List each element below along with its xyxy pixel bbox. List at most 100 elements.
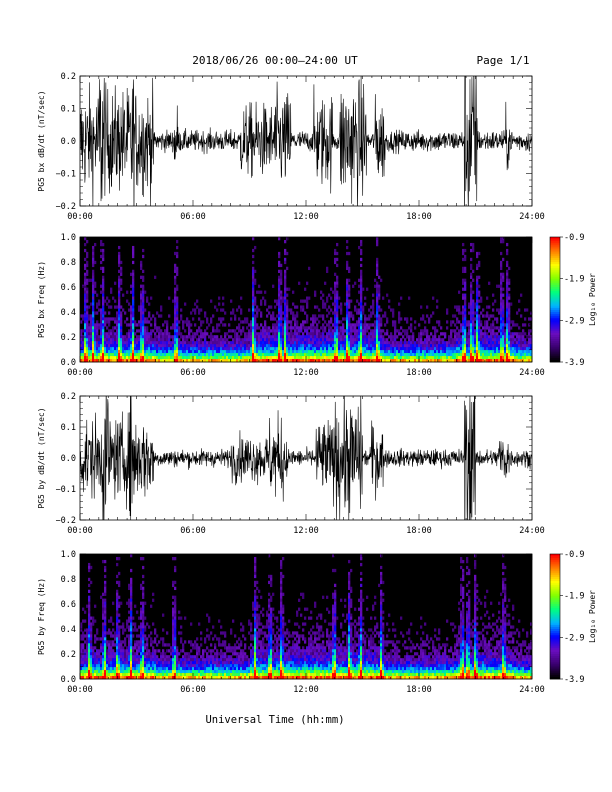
spectrogram-cell xyxy=(92,664,95,668)
spectrogram-cell xyxy=(514,344,517,348)
spectrogram-cell xyxy=(290,350,293,354)
spectrogram-cell xyxy=(390,335,393,339)
spectrogram-cell xyxy=(140,622,143,626)
spectrogram-cell xyxy=(128,640,131,644)
spectrogram-cell xyxy=(326,299,329,303)
spectrogram-cell xyxy=(112,676,115,680)
spectrogram-cell xyxy=(138,649,141,653)
spectrogram-cell xyxy=(346,278,349,282)
colorbar-segment xyxy=(550,351,560,355)
spectrogram-cell xyxy=(256,341,259,345)
spectrogram-cell xyxy=(302,326,305,330)
spectrogram-cell xyxy=(372,332,375,336)
spectrogram-cell xyxy=(518,308,521,312)
spectrogram-cell xyxy=(152,658,155,662)
spectrogram-cell xyxy=(346,260,349,265)
spectrogram-cell xyxy=(160,359,163,363)
spectrogram-cell xyxy=(450,332,453,336)
spectrogram-cell xyxy=(120,317,123,321)
spectrogram-cell xyxy=(176,317,179,321)
spectrogram-cell xyxy=(186,317,189,321)
spectrogram-cell xyxy=(162,637,165,641)
spectrogram-cell xyxy=(344,359,347,363)
spectrogram-cell xyxy=(240,353,243,357)
spectrogram-cell xyxy=(430,338,433,342)
spectrogram-cell xyxy=(298,356,301,360)
spectrogram-cell xyxy=(132,646,135,650)
spectrogram-cell xyxy=(120,664,123,668)
spectrogram-cell xyxy=(474,332,477,336)
spectrogram-cell xyxy=(278,278,281,282)
spectrogram-cell xyxy=(202,335,205,339)
spectrogram-cell xyxy=(108,347,111,351)
spectrogram-cell xyxy=(96,676,99,680)
spectrogram-cell xyxy=(256,353,259,357)
spectrogram-cell xyxy=(88,628,91,632)
spectrogram-cell xyxy=(498,326,501,330)
x-tick-label: 00:00 xyxy=(67,368,93,378)
spectrogram-cell xyxy=(84,317,87,321)
spectrogram-cell xyxy=(210,335,213,339)
spectrogram-cell xyxy=(88,344,91,348)
spectrogram-cell xyxy=(102,281,105,285)
spectrogram-cell xyxy=(236,341,239,345)
spectrogram-cell xyxy=(160,655,163,659)
spectrogram-cell xyxy=(296,329,299,333)
spectrogram-cell xyxy=(474,350,477,354)
spectrogram-cell xyxy=(132,649,135,653)
spectrogram-cell xyxy=(156,356,159,360)
spectrogram-cell xyxy=(462,329,465,333)
spectrogram-cell xyxy=(90,323,93,327)
spectrogram-cell xyxy=(252,335,255,339)
spectrogram-cell xyxy=(102,293,105,297)
spectrogram-cell xyxy=(338,353,341,357)
y-tick-label: 0.2 xyxy=(61,72,76,82)
spectrogram-cell xyxy=(488,344,491,348)
spectrogram-cell xyxy=(188,356,191,360)
spectrogram-cell xyxy=(282,359,285,363)
spectrogram-cell xyxy=(102,248,105,253)
spectrogram-cell xyxy=(302,323,305,327)
spectrogram-cell xyxy=(96,359,99,363)
colorbar-segment xyxy=(550,239,560,242)
spectrogram-cell xyxy=(304,353,307,357)
spectrogram-cell xyxy=(336,356,339,360)
spectrogram-cell xyxy=(280,317,283,321)
spectrogram-cell xyxy=(338,347,341,351)
spectrogram-cell xyxy=(108,664,111,668)
spectrogram-cell xyxy=(512,338,515,342)
spectrogram-cell xyxy=(354,353,357,357)
spectrogram-cell xyxy=(422,356,425,360)
spectrogram-cell xyxy=(80,344,83,348)
spectrogram-cell xyxy=(476,332,479,336)
spectrogram-cell xyxy=(118,335,121,339)
spectrogram-cell xyxy=(466,332,469,336)
spectrogram-cell xyxy=(90,335,93,339)
spectrogram-cell xyxy=(424,341,427,345)
spectrogram-cell xyxy=(116,347,119,351)
spectrogram-cell xyxy=(428,356,431,360)
spectrogram-cell xyxy=(240,320,243,324)
spectrogram-cell xyxy=(176,341,179,345)
spectrogram-cell xyxy=(368,314,371,318)
spectrogram-cell xyxy=(108,329,111,333)
spectrogram-cell xyxy=(334,251,337,256)
spectrogram-cell xyxy=(148,332,151,336)
spectrogram-cell xyxy=(398,347,401,351)
spectrogram-cell xyxy=(410,359,413,363)
spectrogram-cell xyxy=(90,661,93,665)
spectrogram-cell xyxy=(454,350,457,354)
spectrogram-cell xyxy=(102,601,105,605)
spectrogram-cell xyxy=(464,257,467,262)
spectrogram-cell xyxy=(188,326,191,330)
spectrogram-cell xyxy=(150,661,153,665)
spectrogram-cell xyxy=(456,338,459,342)
spectrogram-cell xyxy=(216,353,219,357)
spectrogram-cell xyxy=(174,308,177,312)
spectrogram-cell xyxy=(386,356,389,360)
spectrogram-cell xyxy=(326,314,329,318)
spectrogram-cell xyxy=(390,347,393,351)
spectrogram-cell xyxy=(242,344,245,348)
spectrogram-cell xyxy=(116,580,119,585)
spectrogram-cell xyxy=(280,314,283,318)
